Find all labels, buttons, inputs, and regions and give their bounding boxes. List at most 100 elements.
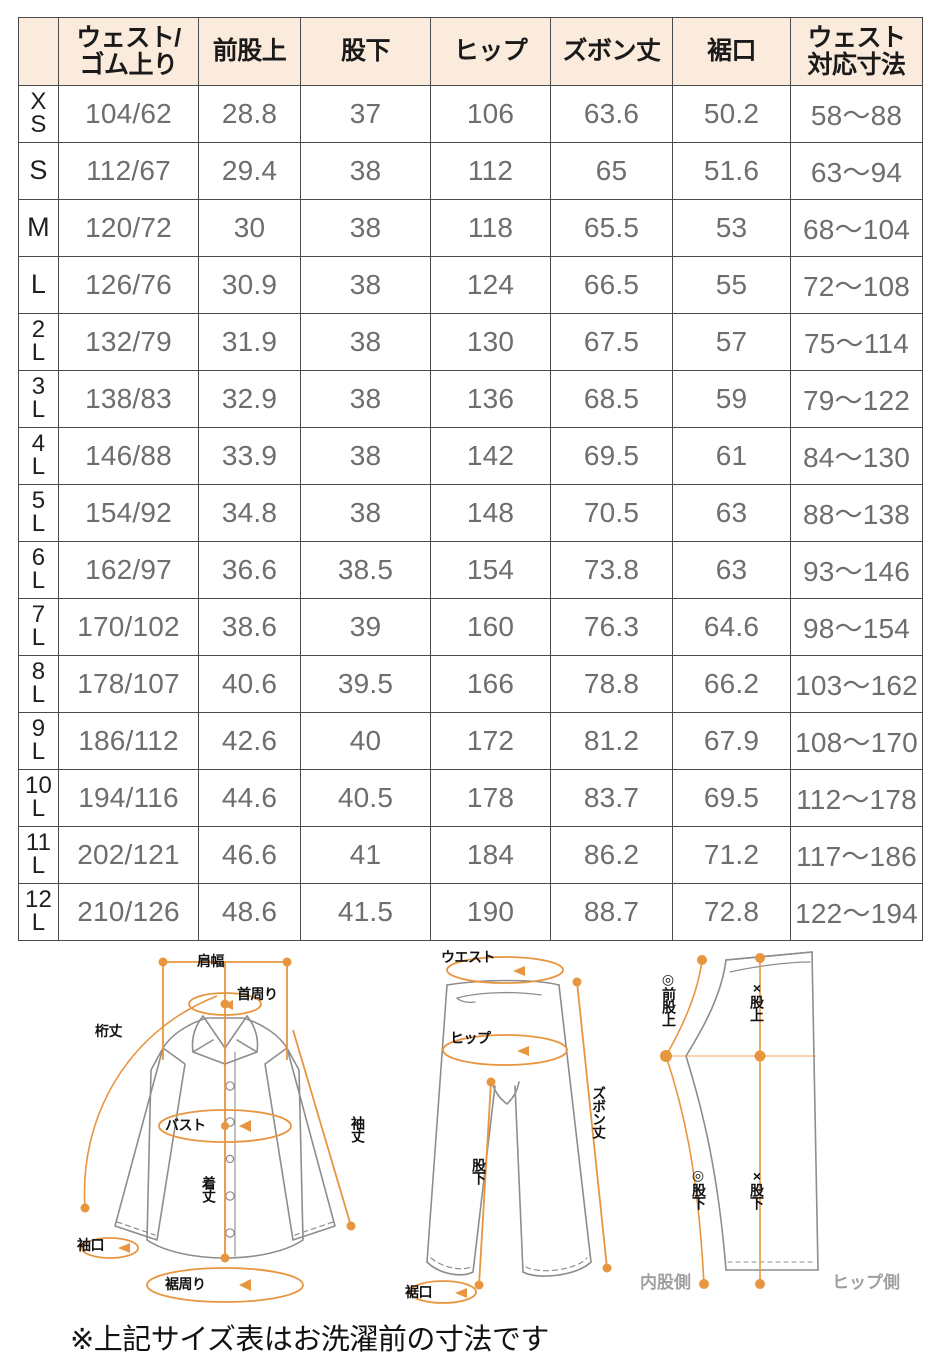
size-label-bottom: L — [31, 567, 46, 594]
table-row: 5 L 154/92 34.8 38 148 70.5 63 88〜138 — [18, 484, 923, 542]
column-header-inseam: 股下 — [300, 17, 431, 86]
size-label-top: 6 — [31, 544, 46, 572]
size-label-top: 2 — [31, 316, 46, 344]
shirt-illustration — [80, 957, 356, 1303]
cell-front-rise: 30.9 — [198, 256, 301, 314]
label-shoulder-width: 肩幅 — [197, 953, 225, 969]
cell-hem-opening: 66.2 — [672, 655, 791, 713]
cell-waist-rubber: 120/72 — [58, 199, 199, 257]
size-label-bottom: L — [31, 909, 46, 936]
cell-pants-length: 65.5 — [550, 199, 673, 257]
size-label: 11 L — [20, 829, 57, 878]
size-label-top: 12 — [24, 886, 53, 914]
cell-hip: 142 — [430, 427, 551, 485]
size-label: M — [27, 212, 50, 243]
cell-waist-fit: 72〜108 — [790, 256, 923, 314]
cell-hip: 118 — [430, 199, 551, 257]
size-label: S — [29, 155, 48, 186]
cell-inseam: 38 — [300, 142, 431, 200]
cell-size: S — [18, 142, 59, 200]
cell-waist-fit: 122〜194 — [790, 883, 923, 941]
size-label: 10 L — [20, 774, 57, 822]
cell-hem-opening: 63 — [672, 484, 791, 542]
cell-waist-fit: 112〜178 — [790, 769, 923, 827]
cell-waist-fit: 63〜94 — [790, 142, 923, 200]
table-row: 12 L 210/126 48.6 41.5 190 88.7 72.8 122〜194 — [18, 883, 923, 941]
cell-inseam: 41.5 — [300, 883, 431, 941]
label-hip-side: ヒップ側 — [832, 1273, 900, 1292]
cell-waist-rubber: 154/92 — [58, 484, 199, 542]
cell-inseam: 40 — [300, 712, 431, 770]
cell-waist-fit: 84〜130 — [790, 427, 923, 485]
cell-waist-fit: 108〜170 — [790, 712, 923, 770]
cell-pants-length: 76.3 — [550, 598, 673, 656]
cell-waist-rubber: 138/83 — [58, 370, 199, 428]
size-label-top: 9 — [31, 715, 46, 743]
table-header: ウェスト/ ゴム上り 前股上 股下 ヒップ ズボン丈 — [18, 17, 923, 86]
size-table-container: ウェスト/ ゴム上り 前股上 股下 ヒップ ズボン丈 — [18, 17, 923, 941]
cell-front-rise: 31.9 — [198, 313, 301, 371]
cell-hip: 172 — [430, 712, 551, 770]
label-inner-inseam: ◎股下 — [691, 1168, 707, 1209]
table-row: 4 L 146/88 33.9 38 142 69.5 61 84〜130 — [18, 427, 923, 485]
cell-pants-length: 88.7 — [550, 883, 673, 941]
pants-illustration — [409, 956, 612, 1304]
cell-waist-fit: 68〜104 — [790, 199, 923, 257]
cell-pants-length: 68.5 — [550, 370, 673, 428]
header-line-1: ヒップ — [453, 37, 528, 65]
label-outer-inseam: ×股下 — [749, 1168, 765, 1209]
cell-inseam: 38 — [300, 313, 431, 371]
table-header-row: ウェスト/ ゴム上り 前股上 股下 ヒップ ズボン丈 — [18, 17, 923, 86]
cell-inseam: 38 — [300, 484, 431, 542]
column-header-hem-opening: 裾口 — [672, 17, 791, 86]
cell-waist-rubber: 146/88 — [58, 427, 199, 485]
cell-waist-rubber: 178/107 — [58, 655, 199, 713]
size-label-top: 4 — [31, 430, 46, 458]
leg-illustration — [660, 951, 819, 1289]
size-label-bottom: L — [31, 510, 46, 537]
size-label-bottom: L — [31, 795, 46, 822]
cell-pants-length: 83.7 — [550, 769, 673, 827]
column-header-front-rise: 前股上 — [198, 17, 301, 86]
label-inner-thigh-side: 内股側 — [640, 1273, 691, 1292]
label-sleeve-length: 袖丈 — [350, 1116, 366, 1142]
size-label-top: 3 — [31, 373, 46, 401]
cell-inseam: 41 — [300, 826, 431, 884]
label-pants-inseam: 股下 — [471, 1158, 487, 1184]
table-body: X S 104/62 28.8 37 106 63.6 50.2 58〜88 S 112/67 29.… — [18, 85, 923, 941]
cell-hem-opening: 61 — [672, 427, 791, 485]
size-label-top: 11 — [25, 829, 52, 857]
column-header-hip: ヒップ — [430, 17, 551, 86]
cell-inseam: 39.5 — [300, 655, 431, 713]
cell-waist-rubber: 104/62 — [58, 85, 199, 143]
cell-waist-rubber: 132/79 — [58, 313, 199, 371]
label-bust: バスト — [165, 1117, 206, 1133]
leg-diagram: ◎前股上 ×股上 ◎股下 ×股下 内股側 ヒップ側 — [640, 940, 940, 1320]
cell-waist-fit: 103〜162 — [790, 655, 923, 713]
cell-hip: 166 — [430, 655, 551, 713]
cell-pants-length: 63.6 — [550, 85, 673, 143]
cell-waist-fit: 58〜88 — [790, 85, 923, 143]
size-table: ウェスト/ ゴム上り 前股上 股下 ヒップ ズボン丈 — [18, 17, 923, 941]
table-row: L 126/76 30.9 38 124 66.5 55 72〜108 — [18, 256, 923, 314]
cell-front-rise: 29.4 — [198, 142, 301, 200]
cell-inseam: 38 — [300, 427, 431, 485]
size-label: L — [30, 269, 47, 300]
cell-hip: 106 — [430, 85, 551, 143]
cell-hip: 130 — [430, 313, 551, 371]
cell-front-rise: 28.8 — [198, 85, 301, 143]
cell-front-rise: 40.6 — [198, 655, 301, 713]
cell-inseam: 37 — [300, 85, 431, 143]
size-label-top: 8 — [31, 658, 46, 686]
cell-front-rise: 42.6 — [198, 712, 301, 770]
header-line-1: ウェスト — [807, 23, 906, 52]
table-row: 11 L 202/121 46.6 41 184 86.2 71.2 117〜186 — [18, 826, 923, 884]
